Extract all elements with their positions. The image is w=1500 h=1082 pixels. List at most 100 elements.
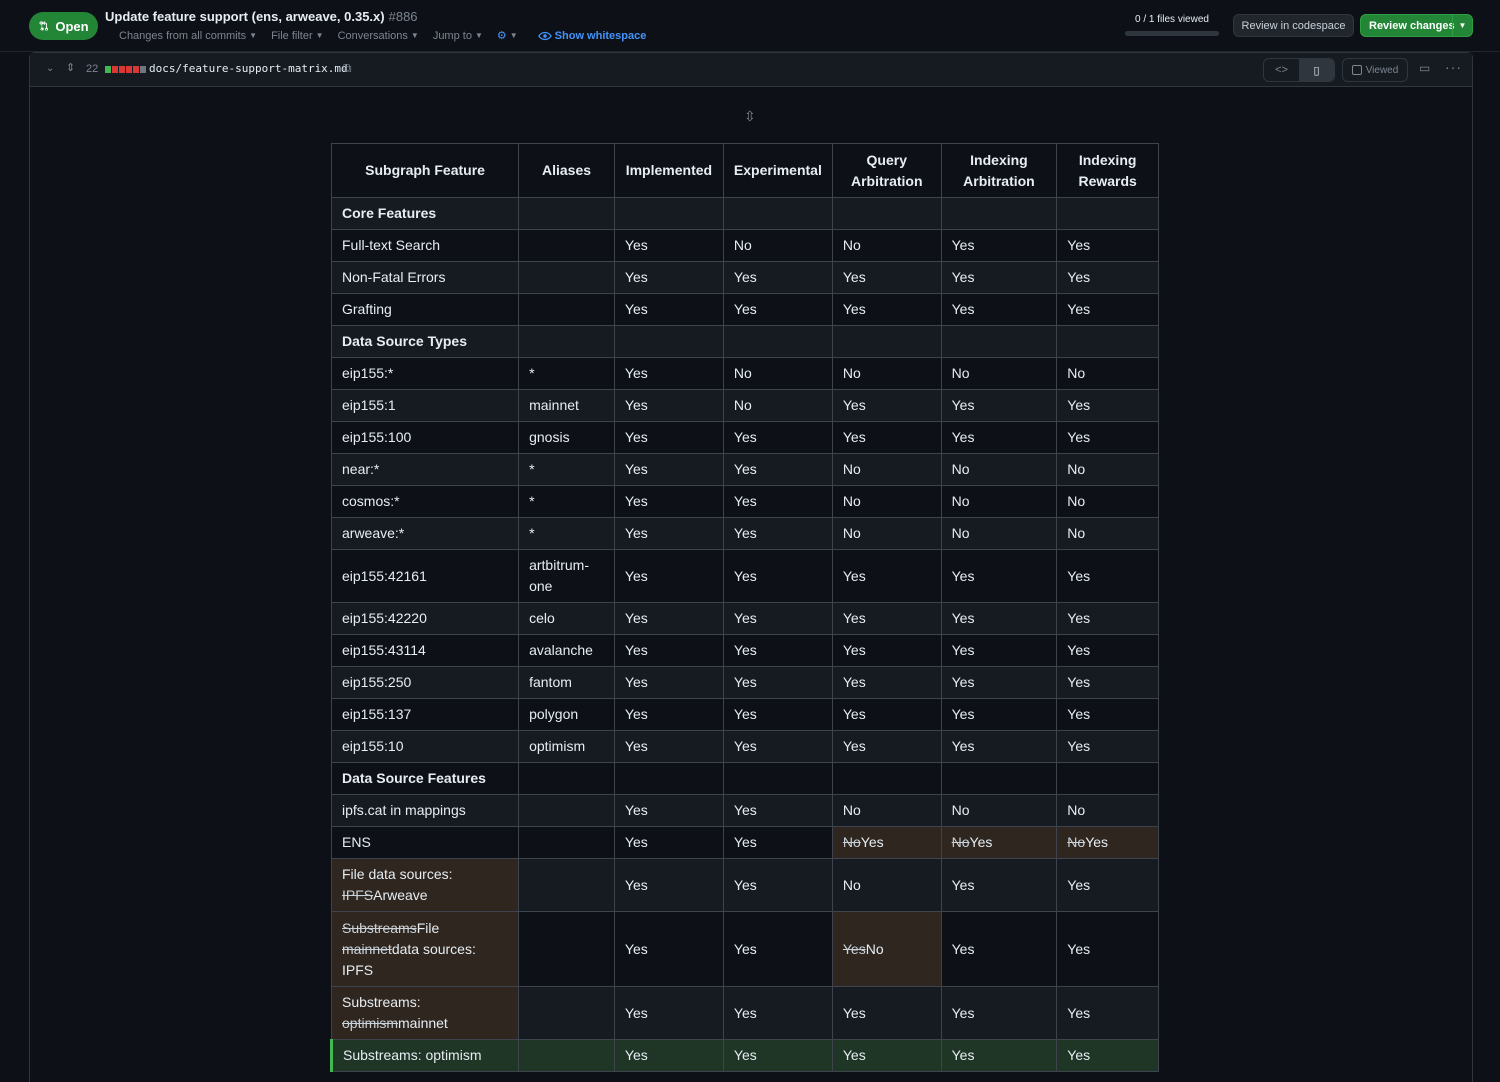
table-row: Substreams: optimismmainnet Yes Yes Yes Yes Y… xyxy=(330,986,1159,1040)
table-cell: avalanche xyxy=(518,634,615,667)
chevron-down-icon[interactable]: ⌄ xyxy=(46,63,55,74)
table-cell: No xyxy=(1056,453,1159,486)
deleted-text: No xyxy=(1067,834,1086,850)
table-cell xyxy=(518,261,615,294)
table-cell: Yes xyxy=(1056,666,1159,699)
table-cell: Yes xyxy=(722,826,833,859)
changes-dropdown[interactable]: Changes from all commits ▼ xyxy=(119,29,257,42)
viewed-checkbox[interactable]: Viewed xyxy=(1342,58,1408,82)
deleted-text: Substreams xyxy=(342,919,417,936)
table-row: File data sources: IPFSArweave Yes Yes No Ye… xyxy=(330,858,1159,912)
table-cell: Yes xyxy=(1056,293,1159,326)
table-cell: arweave:* xyxy=(330,517,520,550)
cell-text: File data sources: xyxy=(342,866,453,882)
file-path[interactable]: docs/feature-support-matrix.md xyxy=(149,62,348,75)
table-cell: No xyxy=(831,357,942,390)
table-cell: Yes xyxy=(613,698,724,731)
source-diff-icon[interactable]: <> xyxy=(1275,64,1288,76)
inserted-text: Yes xyxy=(969,834,993,850)
table-cell: Yes xyxy=(613,1039,724,1072)
pr-title[interactable]: Update feature support (ens, arweave, 0.… xyxy=(105,9,418,24)
table-cell: Yes xyxy=(613,549,724,603)
table-cell xyxy=(518,911,615,987)
table-cell: Yes xyxy=(613,730,724,763)
table-cell: Yes xyxy=(940,730,1058,763)
table-cell: Yes xyxy=(613,826,724,859)
diff-settings-dropdown[interactable]: ⚙ ▼ xyxy=(497,29,518,42)
table-cell: Yes xyxy=(722,293,833,326)
table-cell: polygon xyxy=(518,698,615,731)
files-viewed-count: 0 / 1 files viewed xyxy=(1135,14,1209,25)
file-filter-dropdown[interactable]: File filter ▼ xyxy=(271,29,323,42)
table-cell: Yes xyxy=(940,698,1058,731)
review-changes-button[interactable]: Review changes ▼ xyxy=(1360,14,1473,37)
table-cell xyxy=(518,826,615,859)
table-row: eip155:1 mainnet Yes No Yes Yes Yes xyxy=(330,389,1159,422)
table-cell xyxy=(518,986,615,1040)
table-header: Subgraph Feature xyxy=(330,143,520,198)
table-cell: eip155:137 xyxy=(330,698,520,731)
table-cell: gnosis xyxy=(518,421,615,454)
table-cell xyxy=(940,197,1058,230)
table-cell: Non-Fatal Errors xyxy=(330,261,520,294)
pr-state-badge: Open xyxy=(29,12,98,40)
kebab-menu-icon[interactable]: ··· xyxy=(1445,59,1462,75)
table-cell: Yes xyxy=(940,911,1058,987)
table-row: arweave:* * Yes Yes No No No xyxy=(330,517,1159,550)
conversations-dropdown[interactable]: Conversations ▼ xyxy=(338,29,419,42)
table-row: eip155:42161 artbitrum-one Yes Yes Yes Yes Yes xyxy=(330,549,1159,603)
table-cell xyxy=(613,325,724,358)
diff-change-count: 22 xyxy=(86,63,99,75)
table-cell: No xyxy=(940,453,1058,486)
diff-stat-bar xyxy=(119,66,125,73)
show-whitespace-label: Show whitespace xyxy=(554,29,647,42)
section-label: Data Source Features xyxy=(330,762,520,795)
table-cell: Yes xyxy=(831,666,942,699)
table-cell: Grafting xyxy=(330,293,520,326)
table-row: cosmos:* * Yes Yes No No No xyxy=(330,485,1159,518)
table-cell: Yes xyxy=(722,261,833,294)
table-cell: Yes xyxy=(831,634,942,667)
table-cell: Yes xyxy=(613,986,724,1040)
inserted-text: Arweave xyxy=(373,887,428,903)
table-cell: eip155:43114 xyxy=(330,634,520,667)
table-cell xyxy=(831,762,942,795)
table-cell: cosmos:* xyxy=(330,485,520,518)
table-cell: Yes xyxy=(1056,698,1159,731)
rich-diff-icon[interactable]: ▯ xyxy=(1299,59,1334,81)
expand-all-icon[interactable]: ⇕ xyxy=(66,62,76,74)
deleted-text: optimism xyxy=(342,1015,399,1031)
copy-icon[interactable]: ⧉ xyxy=(343,61,352,75)
deleted-text: IPFS xyxy=(342,887,374,903)
table-cell: ENS xyxy=(330,826,520,859)
table-header: Query Arbitration xyxy=(831,143,942,198)
show-whitespace-link[interactable]: Show whitespace xyxy=(537,29,647,42)
jump-to-dropdown[interactable]: Jump to ▼ xyxy=(433,29,483,42)
table-cell: No xyxy=(940,794,1058,827)
caret-down-icon[interactable]: ▼ xyxy=(1452,15,1472,36)
table-cell: mainnet xyxy=(518,389,615,422)
caret-down-icon: ▼ xyxy=(410,31,419,40)
table-cell: Yes xyxy=(722,1039,833,1072)
diff-stat-bar xyxy=(140,66,146,73)
inserted-text: data sources: IPFS xyxy=(342,940,476,978)
table-cell: Yes xyxy=(1056,986,1159,1040)
table-cell xyxy=(518,1039,615,1072)
checkbox-icon xyxy=(1351,65,1362,75)
table-cell: * xyxy=(518,517,615,550)
table-row: eip155:43114 avalanche Yes Yes Yes Yes Yes xyxy=(330,634,1159,667)
comment-icon[interactable]: ▭ xyxy=(1419,61,1431,75)
caret-down-icon: ▼ xyxy=(249,31,258,40)
expand-context-icon[interactable]: ⇳ xyxy=(744,108,756,124)
table-cell xyxy=(518,229,615,262)
table-cell: No xyxy=(831,229,942,262)
table-cell: Yes xyxy=(831,698,942,731)
table-cell: eip155:100 xyxy=(330,421,520,454)
table-cell xyxy=(518,325,615,358)
table-row: eip155:137 polygon Yes Yes Yes Yes Yes xyxy=(330,698,1159,731)
file-header: ⌄ ⇕ 22 docs/feature-support-matrix.md ⧉ … xyxy=(30,53,1472,87)
table-cell: Yes xyxy=(613,293,724,326)
table-cell: Yes xyxy=(1056,1039,1159,1072)
review-in-codespace-button[interactable]: Review in codespace xyxy=(1233,14,1354,37)
conversations-label: Conversations xyxy=(337,29,408,42)
